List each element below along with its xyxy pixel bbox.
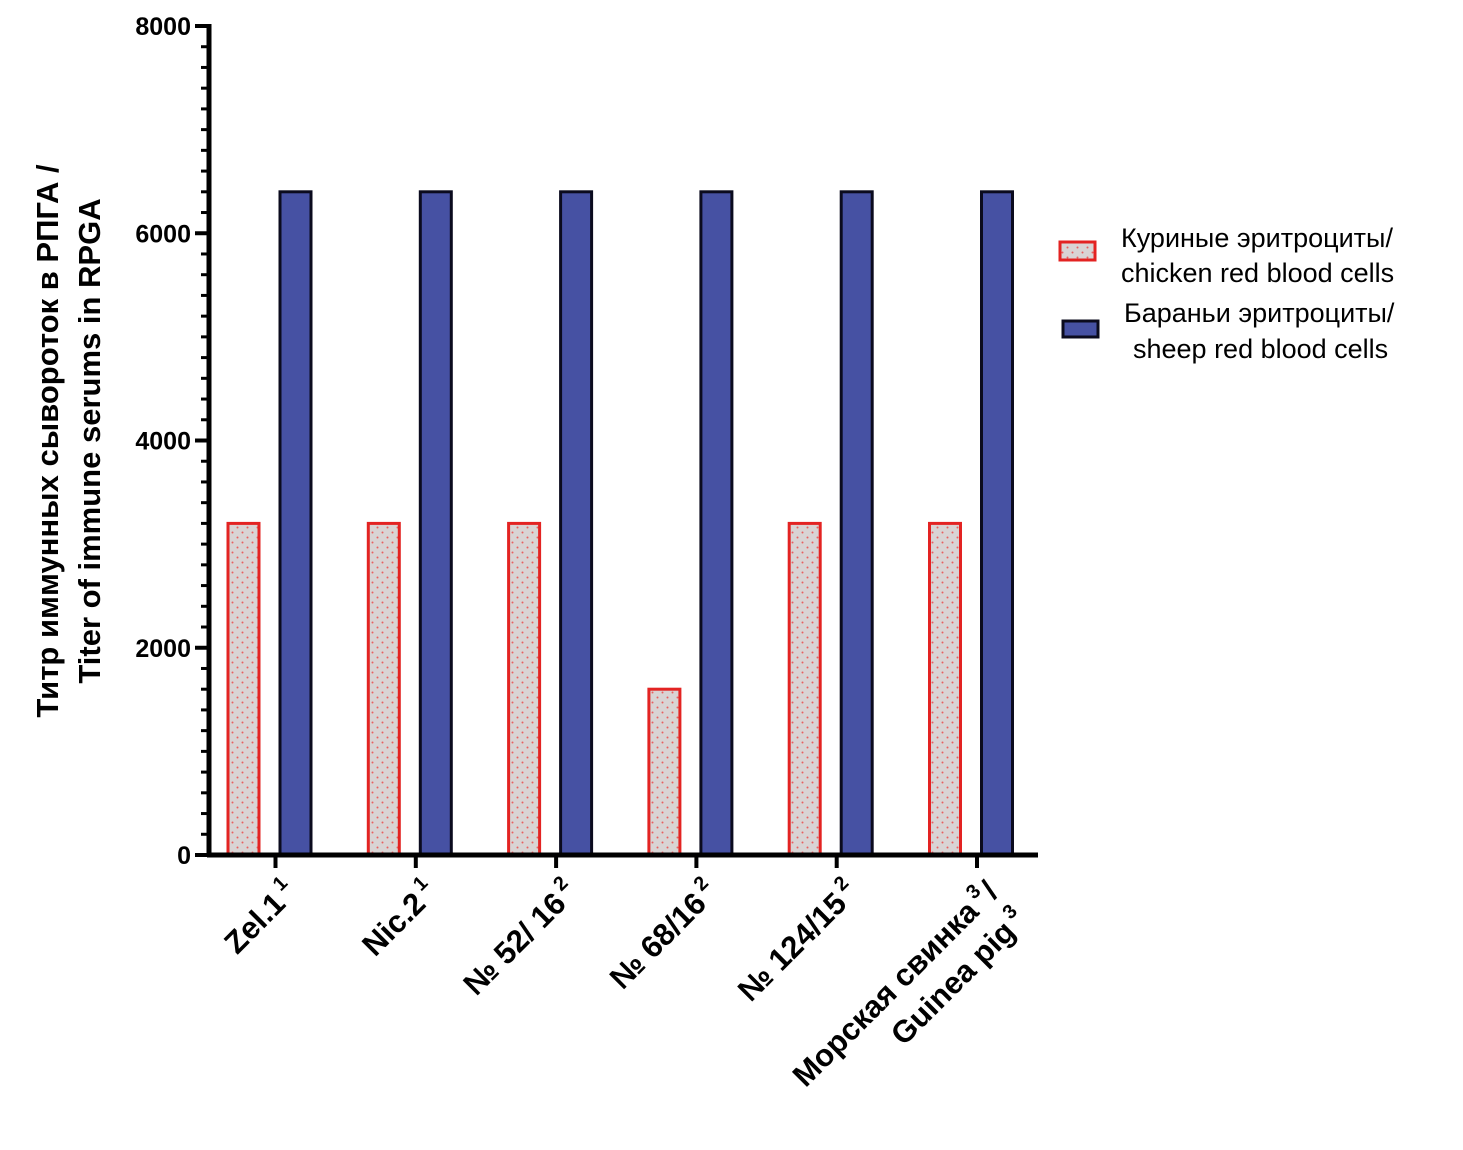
y-axis-title: Титр иммунных сывороток в РПГА / Titer o… xyxy=(30,164,107,718)
y-tick-label: 2000 xyxy=(135,635,191,663)
category-label-line: Zel.11 xyxy=(215,872,303,960)
legend-label-chicken-line-1: Куриные эритроциты/ xyxy=(1121,223,1393,253)
category-label-line: Nic.21 xyxy=(353,872,444,963)
y-axis-title-line-2: Titer of immune serums in RPGA xyxy=(72,198,107,683)
category-label: Nic.21 xyxy=(353,872,444,963)
y-tick-label: 4000 xyxy=(135,428,191,456)
legend-swatch-sheep xyxy=(1061,319,1100,339)
bar-sheep xyxy=(418,190,453,857)
y-axis: 0 2000 4000 6000 8000 xyxy=(135,13,212,870)
y-axis-title-line-1: Титр иммунных сывороток в РПГА / xyxy=(30,164,65,718)
bar-sheep xyxy=(278,190,313,857)
bar-chicken xyxy=(787,521,822,857)
legend: Куриные эритроциты/ chicken red blood ce… xyxy=(1058,223,1395,364)
category-label-line: № 68/162 xyxy=(601,872,725,996)
bar-chicken xyxy=(647,687,682,857)
y-tick-label: 6000 xyxy=(135,220,191,248)
legend-label-sheep-line-2: sheep red blood cells xyxy=(1133,334,1388,364)
y-tick-label: 8000 xyxy=(135,13,191,41)
category-label: № 124/152 xyxy=(729,872,865,1008)
bar-chicken xyxy=(366,521,401,857)
bar-chicken xyxy=(226,521,261,857)
category-label: Zel.11 xyxy=(215,872,303,960)
bars-group xyxy=(226,190,1014,857)
legend-label-sheep-line-1: Бараньи эритроциты/ xyxy=(1124,298,1395,328)
bar-chicken xyxy=(507,521,542,857)
x-axis xyxy=(207,852,1038,868)
bar-sheep xyxy=(699,190,734,857)
legend-swatch-chicken xyxy=(1058,240,1097,262)
bar-sheep xyxy=(559,190,594,857)
bar-sheep xyxy=(839,190,874,857)
bar-chicken xyxy=(928,521,962,857)
category-label: № 52/ 162 xyxy=(454,872,584,1002)
category-label-line: № 124/152 xyxy=(729,872,865,1008)
y-tick-label: 0 xyxy=(177,842,191,870)
legend-label-chicken-line-2: chicken red blood cells xyxy=(1121,258,1394,288)
category-label-line: № 52/ 162 xyxy=(454,872,584,1002)
category-label: № 68/162 xyxy=(601,872,725,996)
bar-sheep xyxy=(980,190,1014,857)
